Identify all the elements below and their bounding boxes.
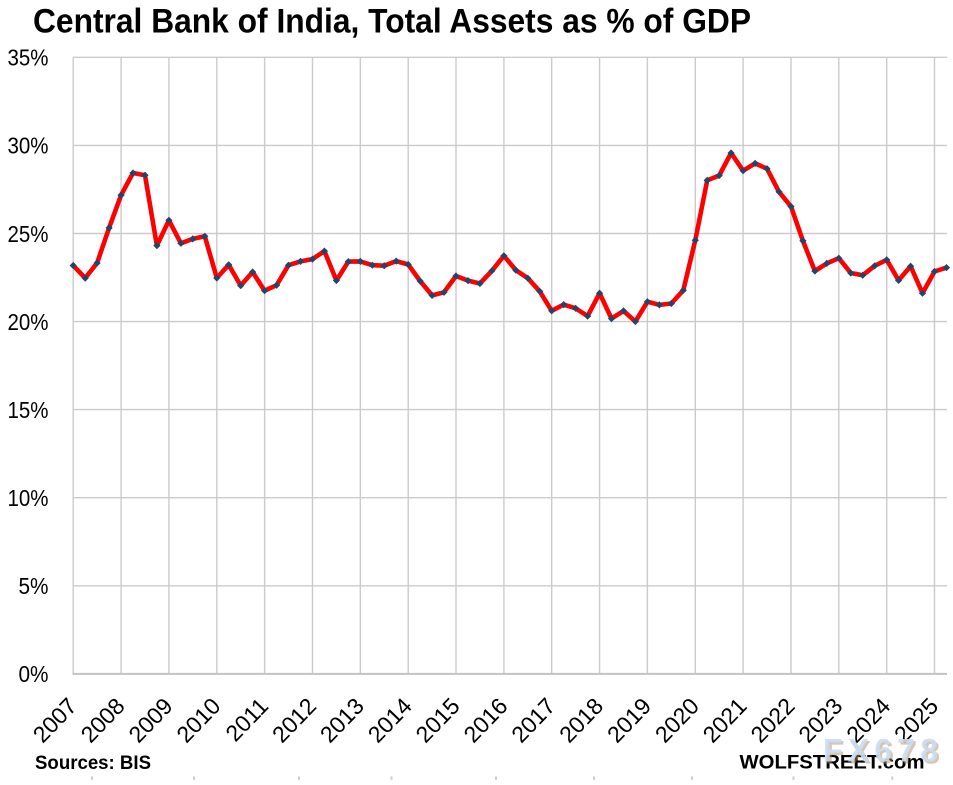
svg-text:20%: 20% (8, 309, 49, 335)
svg-text:2011: 2011 (220, 693, 273, 747)
svg-text:2021: 2021 (698, 693, 752, 748)
svg-text:35%: 35% (8, 45, 49, 71)
svg-text:2012: 2012 (267, 693, 321, 748)
svg-text:FX678: FX678 (823, 733, 943, 769)
svg-text:2007: 2007 (28, 693, 82, 748)
svg-text:2014: 2014 (363, 693, 417, 748)
svg-text:2022: 2022 (745, 693, 799, 748)
svg-text:0%: 0% (19, 661, 49, 687)
svg-text:2009: 2009 (123, 693, 177, 748)
svg-text:2008: 2008 (76, 693, 130, 748)
svg-text:15%: 15% (8, 397, 49, 423)
svg-text:2010: 2010 (171, 693, 225, 748)
svg-text:Sources: BIS: Sources: BIS (35, 753, 151, 774)
svg-text:WOLFSTREET.com: WOLFSTREET.com (740, 752, 925, 774)
svg-text:25%: 25% (8, 221, 49, 247)
svg-text:2017: 2017 (506, 693, 560, 748)
svg-text:10%: 10% (8, 485, 49, 511)
svg-text:2013: 2013 (315, 693, 369, 748)
svg-text:2020: 2020 (650, 693, 704, 748)
svg-text:30%: 30% (8, 133, 49, 159)
svg-text:FX678: FX678 (825, 735, 945, 771)
svg-text:Central Bank of India, Total A: Central Bank of India, Total Assets as %… (33, 3, 751, 41)
svg-text:2016: 2016 (458, 693, 512, 748)
svg-text:5%: 5% (19, 573, 49, 599)
svg-text:2019: 2019 (602, 693, 656, 748)
svg-text:2018: 2018 (554, 693, 608, 748)
svg-text:2015: 2015 (410, 693, 464, 748)
